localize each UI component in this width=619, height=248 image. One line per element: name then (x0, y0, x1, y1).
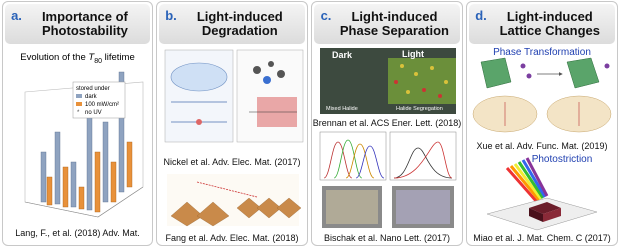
panel-letter: c. (320, 8, 332, 23)
subscript: 80 (94, 57, 102, 65)
diagram-image (164, 49, 304, 227)
citation: Miao et al. J. Mat. Chem. C (2017) (473, 233, 611, 243)
panel-title: Importance of Photostability (41, 9, 128, 38)
section-heading: Phase Transformation (493, 47, 591, 58)
bar-plot-image: stored under dark 100 mW/cm² * no UV (24, 71, 144, 218)
phase-image: Dark Light Mixed Halide Halide Segregati… (319, 48, 457, 228)
inset-caption: Halide Segregation (396, 106, 443, 112)
citation: Xue et al. Adv. Func. Mat. (2019) (476, 141, 608, 151)
legend-item: dark (85, 94, 98, 100)
panel-letter: d. (475, 8, 487, 23)
panel-b: b. Light-induced Degradation Nickel et al… (156, 1, 308, 246)
panel-title: Light-induced Phase Separation (339, 9, 449, 38)
citation: Brennan et al. ACS Ener. Lett. (2018) (312, 118, 462, 128)
panel-a: a. Importance of Photostability Evolution… (2, 1, 153, 246)
section-heading: Photostriction (531, 154, 593, 165)
panel-title: Light-induced Lattice Changes (499, 9, 600, 38)
svg-text:*: * (77, 110, 80, 116)
symbol: T (88, 52, 95, 63)
inset-caption: Mixed Halide (326, 106, 358, 112)
panel-letter: b. (165, 8, 177, 23)
inset-label: Light (402, 49, 424, 59)
citation: Nickel et al. Adv. Elec. Mat. (2017) (163, 157, 301, 167)
panel-header: c. Light-induced Phase Separation (314, 4, 460, 44)
panel-letter: a. (11, 8, 22, 23)
panel-d: d. Light-induced Lattice Changes Phase Tr… (466, 1, 618, 246)
legend-item: 100 mW/cm² (85, 102, 119, 108)
panel-c: c. Light-induced Phase Separation Dark Li… (311, 1, 463, 246)
citation: Bischak et al. Nano Lett. (2017) (323, 233, 451, 243)
subtitle-text: Evolution of the (20, 52, 89, 63)
panel-header: d. Light-induced Lattice Changes (469, 4, 615, 44)
citation: Lang, F., et al. (2018) Adv. Mat. (15, 228, 140, 238)
inset-label: Dark (332, 50, 353, 60)
panel-title: Light-induced Degradation (196, 9, 283, 38)
panel-header: b. Light-induced Degradation (159, 4, 305, 44)
panel-header: a. Importance of Photostability (5, 4, 150, 44)
legend-title: stored under (76, 86, 110, 92)
subtitle-text: lifetime (102, 52, 135, 63)
legend-item: no UV (85, 110, 102, 116)
lattice-image (472, 57, 612, 231)
citation: Fang et al. Adv. Elec. Mat. (2018) (165, 233, 299, 243)
subtitle: Evolution of the T80 lifetime (3, 52, 152, 65)
